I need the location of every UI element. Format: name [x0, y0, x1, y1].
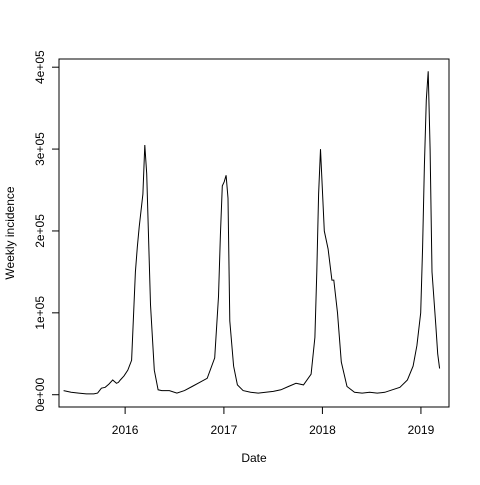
x-tick-label: 2016 — [112, 423, 139, 437]
y-tick-label: 2e+05 — [33, 214, 47, 248]
series-line — [63, 71, 441, 395]
plot-frame — [58, 58, 450, 408]
x-axis-label: Date — [241, 451, 267, 465]
y-tick-label: 0e+00 — [33, 378, 47, 412]
x-axis: 2016 2017 2018 2019 — [112, 407, 435, 437]
y-axis: 0e+00 1e+05 2e+05 3e+05 4e+05 — [33, 50, 59, 412]
x-tick-label: 2017 — [211, 423, 238, 437]
x-tick-label: 2019 — [408, 423, 435, 437]
y-tick-label: 4e+05 — [33, 50, 47, 84]
y-tick-label: 1e+05 — [33, 296, 47, 330]
x-tick-label: 2018 — [309, 423, 336, 437]
y-tick-label: 3e+05 — [33, 132, 47, 166]
y-axis-label: Weekly incidence — [3, 186, 17, 279]
